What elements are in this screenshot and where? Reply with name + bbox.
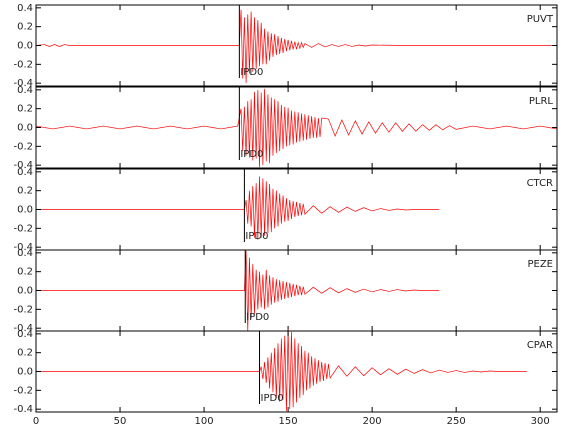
y-tick-label: 0.2	[17, 267, 33, 278]
waveform	[36, 250, 440, 332]
panel-frame	[35, 330, 558, 413]
y-tick-label: 0.0	[17, 41, 33, 52]
y-tick-label: -0.4	[13, 78, 33, 89]
x-tick-label: 150	[279, 416, 298, 427]
y-tick-label: 0.4	[17, 329, 33, 340]
x-tick-label: 0	[33, 416, 39, 427]
waveform	[35, 9, 557, 84]
station-label: PEZE	[527, 259, 553, 270]
y-tick-label: 0.0	[17, 123, 33, 134]
y-tick-label: 0.4	[17, 167, 33, 178]
y-tick-label: 0.4	[17, 248, 33, 259]
x-tick-label: 200	[363, 416, 382, 427]
y-tick-label: -0.2	[13, 304, 33, 315]
station-label: PUVT	[527, 14, 554, 25]
y-tick-label: 0.2	[17, 186, 33, 197]
x-tick-label: 250	[447, 416, 466, 427]
y-tick-label: 0.4	[17, 85, 33, 96]
waveform	[35, 88, 558, 168]
y-tick-label: -0.4	[13, 160, 33, 171]
station-label: CPAR	[527, 340, 553, 351]
pick-label: IPD0	[261, 393, 284, 404]
station-label: PLRL	[529, 96, 554, 107]
y-tick-label: 0.2	[17, 22, 33, 33]
y-tick-label: 0.0	[17, 286, 33, 297]
pick-label: IPD0	[246, 312, 269, 323]
y-tick-label: 0.0	[17, 367, 33, 378]
station-label: CTCR	[527, 178, 553, 189]
y-tick-label: -0.4	[13, 323, 33, 334]
x-tick-label: 50	[114, 416, 127, 427]
y-tick-label: -0.2	[13, 385, 33, 396]
y-tick-label: 0.2	[17, 348, 33, 359]
y-tick-label: -0.2	[13, 223, 33, 234]
pick-label: IPD0	[245, 231, 268, 242]
x-tick-label: 100	[195, 416, 214, 427]
y-tick-label: 0.2	[17, 104, 33, 115]
pick-label: IPD0	[240, 149, 263, 160]
y-tick-label: 0.0	[17, 205, 33, 216]
y-tick-label: -0.2	[13, 59, 33, 70]
panel-frame	[35, 4, 558, 87]
waveform	[36, 329, 527, 412]
panel-frame	[35, 86, 558, 169]
pick-label: IPD0	[240, 67, 263, 78]
y-tick-label: -0.4	[13, 404, 33, 415]
y-tick-label: 0.4	[17, 3, 33, 14]
waveform	[36, 176, 440, 240]
y-tick-label: -0.2	[13, 141, 33, 152]
x-tick-label: 300	[531, 416, 550, 427]
y-tick-label: -0.4	[13, 242, 33, 253]
